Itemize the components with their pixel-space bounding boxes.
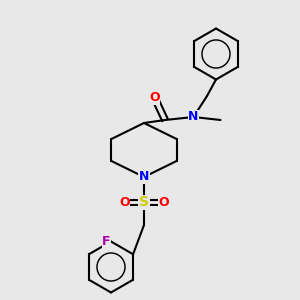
Text: O: O (119, 196, 130, 209)
Text: N: N (139, 170, 149, 184)
Text: F: F (102, 235, 111, 248)
Text: N: N (188, 110, 199, 124)
Text: O: O (158, 196, 169, 209)
Text: S: S (139, 196, 149, 209)
Text: O: O (149, 91, 160, 104)
